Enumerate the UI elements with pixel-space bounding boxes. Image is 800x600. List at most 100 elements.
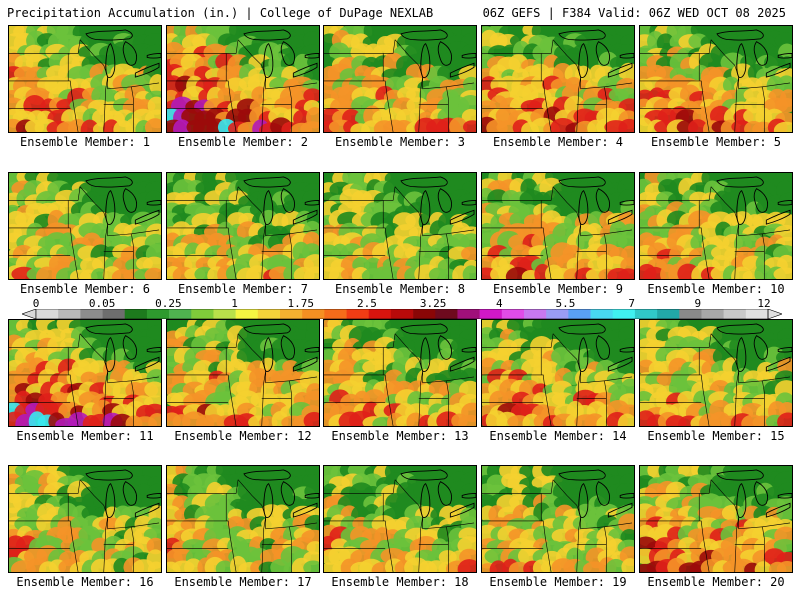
state-border bbox=[324, 479, 396, 494]
great-lakes-outline bbox=[607, 62, 633, 78]
ensemble-member-label-4: Ensemble Member: 4 bbox=[492, 135, 624, 149]
colorbar-tick-label: 0.05 bbox=[88, 297, 116, 310]
colorbar-swatch bbox=[390, 309, 414, 319]
colorbar-swatch bbox=[435, 309, 458, 319]
precip-field-3 bbox=[324, 26, 476, 132]
colorbar-swatch bbox=[36, 309, 59, 319]
state-border bbox=[324, 333, 396, 348]
state-border bbox=[482, 39, 554, 54]
great-lakes-outline bbox=[420, 483, 431, 518]
ensemble-member-label-6: Ensemble Member: 6 bbox=[19, 282, 151, 296]
precip-cell bbox=[754, 561, 772, 572]
state-border bbox=[167, 186, 239, 201]
colorbar-swatch bbox=[479, 309, 503, 319]
great-lakes-outline bbox=[578, 483, 589, 518]
state-border bbox=[640, 39, 712, 54]
great-lakes-outline bbox=[85, 176, 133, 188]
ensemble-member-map-18 bbox=[323, 465, 477, 573]
precip-cell bbox=[215, 560, 235, 572]
colorbar-tick-label: 7 bbox=[628, 297, 635, 310]
ensemble-member-label-1: Ensemble Member: 1 bbox=[19, 135, 151, 149]
great-lakes-outline bbox=[736, 43, 747, 78]
precip-cell bbox=[303, 411, 319, 426]
great-lakes-outline bbox=[619, 347, 634, 353]
great-lakes-outline bbox=[753, 335, 769, 360]
precip-cell bbox=[776, 561, 792, 572]
great-lakes-outline bbox=[736, 337, 747, 372]
state-border bbox=[762, 229, 791, 235]
great-lakes-outline bbox=[595, 41, 611, 66]
colorbar-tick-label: 2.5 bbox=[356, 297, 377, 310]
great-lakes-outline bbox=[558, 176, 606, 188]
precip-cell bbox=[144, 118, 161, 132]
ensemble-member-map-19 bbox=[481, 465, 635, 573]
great-lakes-outline bbox=[619, 53, 634, 59]
colorbar-swatch bbox=[146, 309, 170, 319]
precip-cell bbox=[303, 88, 319, 103]
precip-cell bbox=[776, 506, 792, 521]
great-lakes-outline bbox=[437, 335, 453, 360]
great-lakes-outline bbox=[292, 502, 318, 518]
colorbar-swatch bbox=[346, 309, 370, 319]
state-border bbox=[167, 80, 237, 132]
ensemble-member-label-16: Ensemble Member: 16 bbox=[16, 575, 154, 589]
ensemble-member-map-9 bbox=[481, 172, 635, 280]
state-border bbox=[167, 520, 237, 572]
colorbar-arrow-right bbox=[767, 309, 782, 319]
precip-cell bbox=[173, 119, 192, 132]
precip-cell bbox=[144, 267, 161, 279]
ensemble-member-label-8: Ensemble Member: 8 bbox=[334, 282, 466, 296]
ensemble-member-map-11 bbox=[8, 319, 162, 427]
precip-field-5 bbox=[640, 26, 792, 132]
ensemble-member-label-2: Ensemble Member: 2 bbox=[177, 135, 309, 149]
great-lakes-outline bbox=[578, 337, 589, 372]
colorbar-tick-label: 0.25 bbox=[155, 297, 182, 310]
run-info: 06Z GEFS | F384 Valid: 06Z WED OCT 08 20… bbox=[482, 6, 786, 20]
state-border bbox=[738, 224, 765, 279]
precip-cell bbox=[457, 559, 476, 572]
ensemble-member-map-7 bbox=[166, 172, 320, 280]
state-border bbox=[482, 80, 552, 132]
state-border bbox=[131, 522, 160, 528]
great-lakes-outline bbox=[777, 53, 792, 59]
ensemble-member-label-7: Ensemble Member: 7 bbox=[177, 282, 309, 296]
colorbar-swatch bbox=[257, 309, 281, 319]
great-lakes-outline bbox=[400, 29, 448, 41]
precip-field-4 bbox=[482, 26, 634, 132]
state-border bbox=[324, 186, 396, 201]
great-lakes-outline bbox=[777, 493, 792, 499]
precip-field-8 bbox=[324, 173, 476, 279]
colorbar-swatch bbox=[213, 309, 236, 319]
colorbar-swatch bbox=[80, 309, 103, 319]
precip-cell bbox=[300, 121, 319, 132]
great-lakes-outline bbox=[619, 200, 634, 206]
state-border bbox=[580, 517, 607, 572]
great-lakes-outline bbox=[146, 347, 161, 353]
colorbar-tick-label: 4 bbox=[495, 297, 503, 310]
state-border bbox=[580, 224, 607, 279]
ensemble-member-label-17: Ensemble Member: 17 bbox=[174, 575, 312, 589]
state-border bbox=[167, 39, 239, 54]
precip-field-1 bbox=[9, 26, 161, 132]
precip-cell bbox=[620, 223, 634, 239]
precip-cell bbox=[463, 120, 476, 132]
state-border bbox=[604, 82, 633, 88]
great-lakes-outline bbox=[304, 53, 319, 59]
ensemble-member-map-20 bbox=[639, 465, 793, 573]
state-border bbox=[9, 39, 81, 54]
ensemble-member-map-15 bbox=[639, 319, 793, 427]
great-lakes-outline bbox=[765, 356, 791, 372]
great-lakes-outline bbox=[400, 176, 448, 188]
colorbar-swatch bbox=[102, 309, 126, 319]
great-lakes-outline bbox=[461, 493, 476, 499]
great-lakes-outline bbox=[753, 481, 769, 506]
colorbar-swatch bbox=[58, 309, 81, 319]
precip-cell bbox=[147, 561, 161, 572]
precip-cell bbox=[462, 76, 476, 93]
ensemble-member-label-10: Ensemble Member: 10 bbox=[647, 282, 785, 296]
precip-field-17 bbox=[167, 466, 319, 572]
great-lakes-outline bbox=[777, 200, 792, 206]
precip-field-2 bbox=[167, 26, 319, 132]
colorbar-swatch bbox=[634, 309, 658, 319]
state-border bbox=[738, 517, 765, 572]
